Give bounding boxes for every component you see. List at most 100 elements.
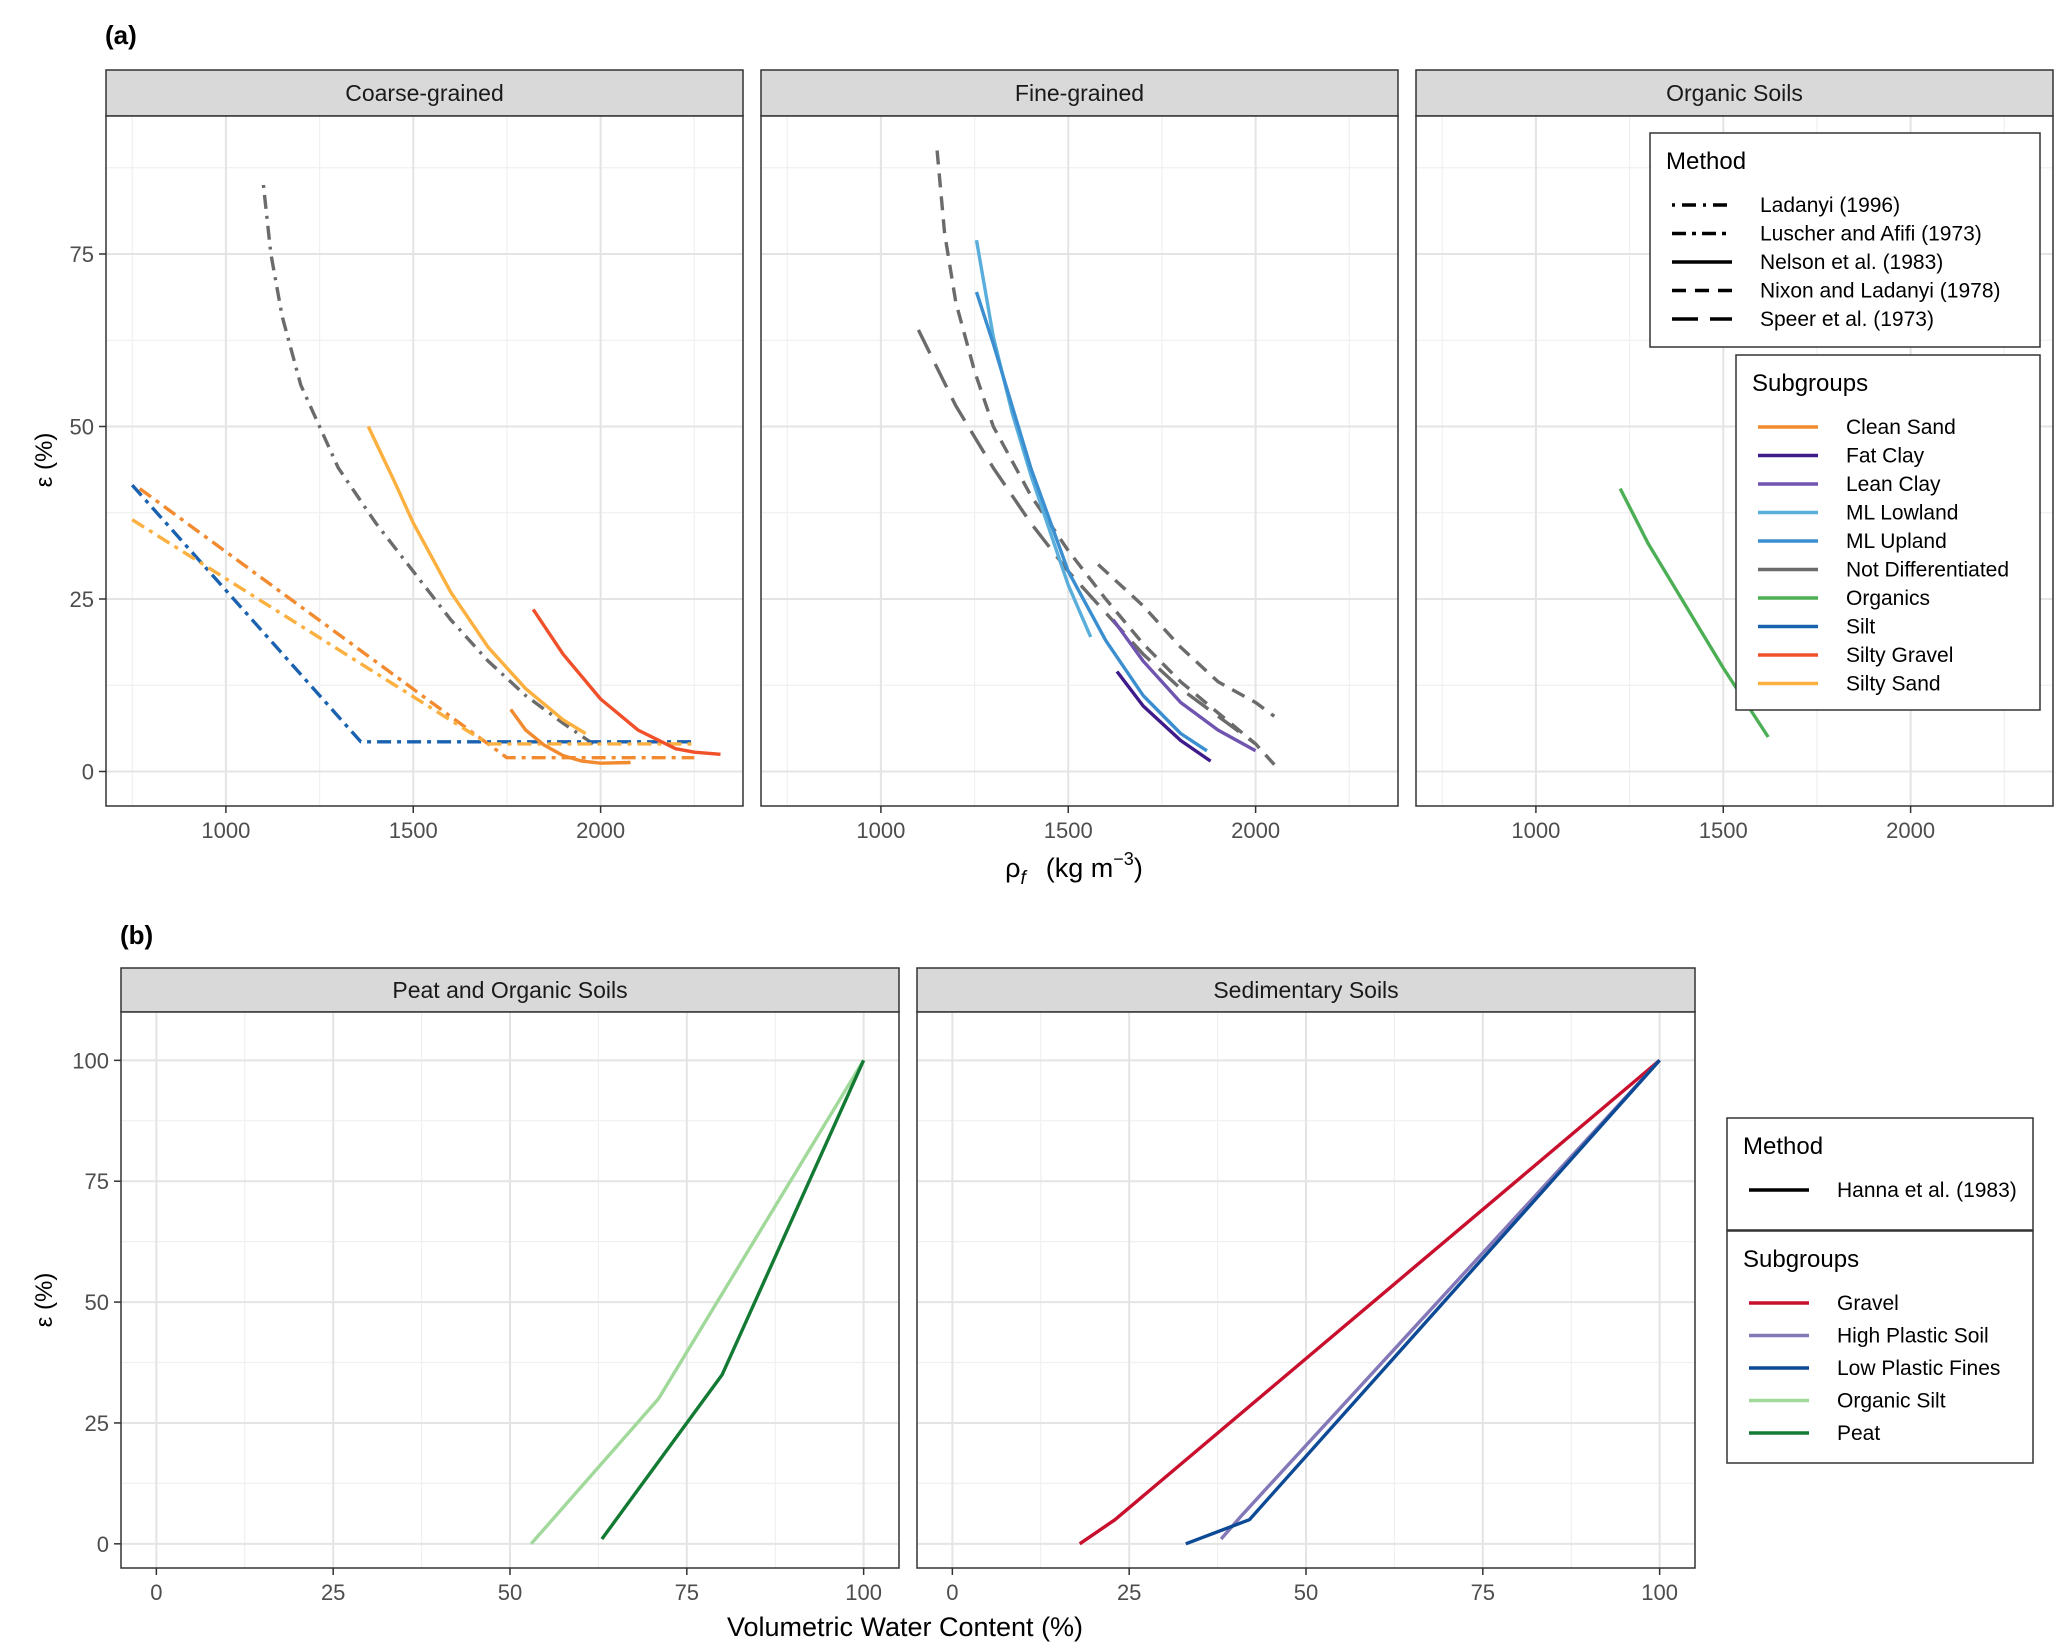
legend-item-label: Organics — [1846, 587, 1930, 610]
series-line-not-differentiated — [1097, 563, 1276, 718]
x-tick-label: 1000 — [856, 818, 905, 843]
x-unit: (kg m — [1046, 853, 1114, 883]
y-tick-label: 50 — [70, 415, 94, 440]
x-tick-label: 1500 — [1044, 818, 1093, 843]
legend-box — [1735, 354, 2041, 711]
legend-item-label: Low Plastic Fines — [1837, 1357, 2000, 1380]
legend-title: Method — [1666, 148, 1746, 175]
legend-item-label: High Plastic Soil — [1837, 1325, 1989, 1348]
facet-strip-label: Peat and Organic Soils — [392, 977, 627, 1003]
x-tick-label: 25 — [321, 1580, 345, 1605]
gridlines — [121, 1012, 899, 1568]
y-tick-label: 50 — [85, 1290, 109, 1315]
legend-b-method: Method Hanna et al. (1983) — [1726, 1117, 2034, 1231]
series-line-low-plastic-fines — [1185, 1059, 1661, 1546]
facet-strip — [1415, 69, 2054, 117]
series-line-gravel — [1078, 1059, 1661, 1546]
facet-fine-grained: Fine-grained 1000 1500 2000 — [760, 69, 1399, 843]
legend-item-label: Organic Silt — [1837, 1390, 1946, 1413]
x-tick-label: 2000 — [576, 818, 625, 843]
gridlines — [761, 116, 1398, 806]
panel-a-tag: (a) — [105, 20, 137, 50]
series-group — [529, 1059, 866, 1545]
legend-b-subgroups: Subgroups Gravel High Plastic Soil Low Plas… — [1726, 1230, 2034, 1464]
series-group — [1078, 1059, 1661, 1546]
facet-strip-label: Sedimentary Soils — [1213, 977, 1398, 1003]
facet-strip-label: Fine-grained — [1015, 80, 1144, 106]
legend-box — [1726, 1230, 2034, 1464]
y-tick-label: 0 — [82, 760, 94, 785]
panel-a-y-axis-label: ε (%) — [31, 433, 58, 488]
facet-coarse-grained: Coarse-grained 1000 1500 2000 0 25 50 75 — [70, 69, 744, 843]
gridlines — [917, 1012, 1695, 1568]
series-line-silt — [130, 483, 695, 744]
legend-title: Subgroups — [1752, 370, 1868, 397]
legend-item-label: ML Lowland — [1846, 502, 1958, 525]
legend-box — [1726, 1117, 2034, 1231]
facet-peat-and-organic-soils: Peat and Organic Soils 0 25 50 75 100 0 25 50 75 1… — [72, 967, 900, 1605]
panel-b-tag: (b) — [120, 920, 153, 950]
series-group — [916, 150, 1276, 766]
legend-item-label: Silty Sand — [1846, 673, 1941, 696]
series-group — [130, 184, 721, 765]
x-tick-label: 1500 — [1699, 818, 1748, 843]
x-tick-label: 1500 — [389, 818, 438, 843]
legend-title: Subgroups — [1743, 1246, 1859, 1273]
legend-item-label: ML Upland — [1846, 530, 1947, 553]
legend-item-label: Not Differentiated — [1846, 559, 2009, 582]
y-tick-label: 25 — [85, 1411, 109, 1436]
series-line-silty-sand — [131, 518, 695, 746]
facet-strip — [916, 967, 1696, 1013]
panel-b-y-axis-label: ε (%) — [31, 1273, 58, 1328]
series-line-lean-clay — [1111, 618, 1257, 753]
legend-item-label: Nelson et al. (1983) — [1760, 251, 1943, 274]
series-line-not-differentiated — [916, 329, 1257, 746]
legend-box — [1649, 132, 2041, 348]
legend-item-label: Speer et al. (1973) — [1760, 308, 1934, 331]
x-tick-label: 2000 — [1231, 818, 1280, 843]
x-tick-label: 0 — [946, 1580, 958, 1605]
legend-item-label: Clean Sand — [1846, 416, 1956, 439]
panel-b-x-axis-label: Volumetric Water Content (%) — [727, 1612, 1083, 1642]
x-tick-label: 0 — [150, 1580, 162, 1605]
series-line-silty-sand — [366, 425, 587, 735]
legend-item-label: Ladanyi (1996) — [1760, 194, 1900, 217]
x-tick-label: 50 — [498, 1580, 522, 1605]
legend-item-label: Gravel — [1837, 1292, 1899, 1315]
x-tick-label: 100 — [845, 1580, 882, 1605]
rho-symbol: ρ — [1005, 853, 1020, 883]
rho-subscript: f — [1021, 868, 1028, 889]
series-line-peat — [600, 1059, 866, 1541]
legend-a-method: Method Ladanyi (1996) Luscher and Afifi (1… — [1649, 132, 2041, 348]
x-tick-label: 75 — [1471, 1580, 1495, 1605]
x-tick-label: 1000 — [1511, 818, 1560, 843]
legend-item-label: Silt — [1846, 616, 1875, 639]
panel-a-x-axis-label: ρf (kg m−3) — [1005, 849, 1143, 889]
facet-strip-label: Organic Soils — [1666, 80, 1803, 106]
panel-border — [760, 115, 1399, 807]
legend-item-label: Fat Clay — [1846, 445, 1925, 468]
x-tick-label: 50 — [1294, 1580, 1318, 1605]
x-tick-label: 25 — [1117, 1580, 1141, 1605]
facet-strip — [760, 69, 1399, 117]
legend-title: Method — [1743, 1133, 1823, 1160]
series-line-high-plastic-soil — [1219, 1059, 1661, 1541]
legend-item-label: Luscher and Afifi (1973) — [1760, 223, 1982, 246]
series-line-clean-sand — [138, 487, 695, 760]
facet-strip — [120, 967, 900, 1013]
series-line-silty-gravel — [531, 608, 721, 756]
series-line-not-differentiated — [935, 150, 1276, 766]
panel-border — [1415, 115, 2054, 807]
y-tick-label: 0 — [97, 1532, 109, 1557]
y-tick-label: 75 — [85, 1169, 109, 1194]
plot-area — [106, 116, 743, 806]
facet-sedimentary-soils: Sedimentary Soils 0 25 50 75 100 — [916, 967, 1696, 1605]
facet-strip — [105, 69, 744, 117]
facet-strip-label: Coarse-grained — [345, 80, 504, 106]
legend-a-subgroups: Subgroups Clean Sand Fat Clay Lean Clay ML L… — [1735, 354, 2041, 711]
x-unit-exponent: −3 — [1113, 849, 1134, 869]
legend-item-label: Hanna et al. (1983) — [1837, 1179, 2017, 1202]
series-line-organic-silt — [529, 1059, 866, 1545]
